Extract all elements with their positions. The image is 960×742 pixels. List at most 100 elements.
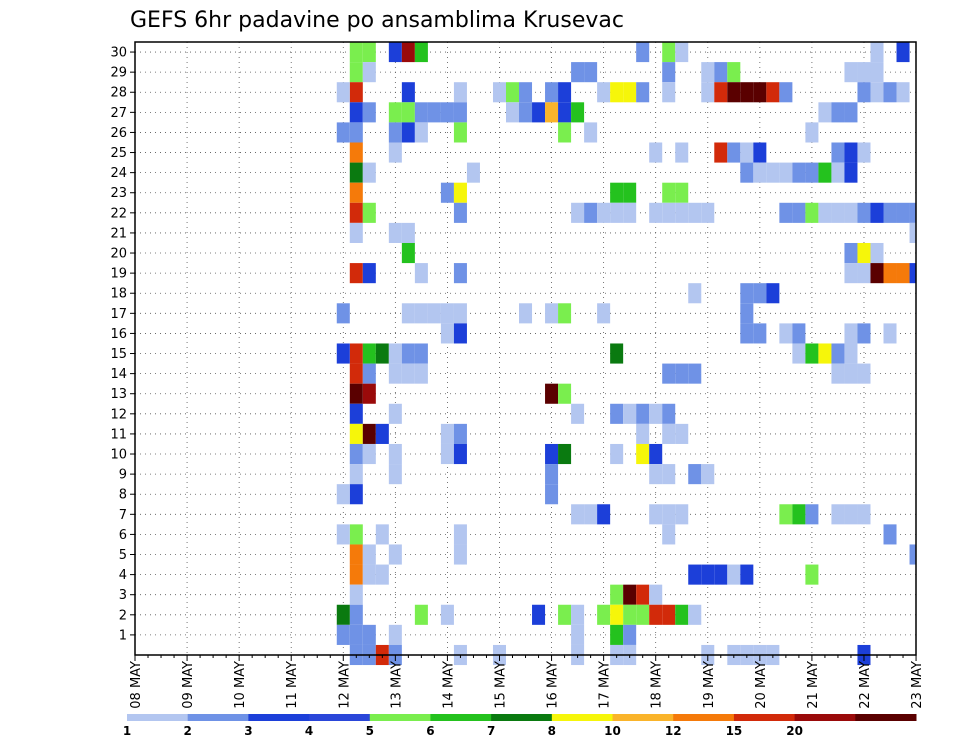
cell (727, 142, 741, 163)
y-tick-label: 24 (110, 166, 127, 181)
cell (805, 343, 819, 364)
cell (831, 102, 845, 123)
cell (349, 162, 363, 183)
cell (362, 564, 376, 585)
cells-layer (336, 42, 916, 666)
cell (662, 604, 676, 625)
cell (362, 263, 376, 284)
cell (388, 363, 402, 384)
cell (883, 82, 897, 103)
y-axis-ticks: 1234567891011121314151617181920212223242… (110, 46, 135, 643)
cell (818, 162, 832, 183)
y-tick-label: 5 (119, 548, 127, 563)
colorbar-segment (733, 714, 796, 721)
cell (362, 423, 376, 444)
cell (401, 343, 415, 364)
cell (336, 484, 350, 505)
cell (349, 383, 363, 404)
x-tick-label: 19 MAY (702, 661, 717, 709)
cell (571, 604, 585, 625)
cell (401, 242, 415, 264)
cell (453, 443, 467, 465)
x-tick-label: 22 MAY (858, 661, 873, 709)
cell (349, 584, 363, 605)
cell (545, 484, 559, 505)
cell (388, 464, 402, 485)
cell (701, 464, 715, 485)
cell (805, 564, 819, 585)
cell (636, 443, 650, 465)
cell (649, 403, 663, 424)
cell (740, 283, 754, 304)
cell (662, 423, 676, 444)
cell (349, 102, 363, 123)
cell (427, 102, 441, 123)
colorbar-label: 2 (184, 724, 192, 738)
cell (349, 363, 363, 384)
y-tick-label: 6 (119, 528, 127, 543)
colorbar-label: 8 (548, 724, 556, 738)
cell (857, 263, 871, 284)
cell (883, 263, 897, 284)
cell (740, 82, 754, 103)
colorbar-label: 3 (244, 724, 252, 738)
cell (844, 504, 858, 525)
cell (623, 82, 637, 103)
cell (688, 564, 702, 585)
cell (532, 102, 546, 123)
cell (675, 142, 689, 163)
cell (753, 323, 767, 344)
x-tick-label: 10 MAY (233, 661, 248, 709)
colorbar-label: 1 (123, 724, 131, 738)
y-tick-label: 20 (110, 247, 127, 262)
cell (545, 443, 559, 465)
cell (909, 544, 916, 565)
cell (701, 62, 715, 83)
cell (610, 443, 624, 465)
y-tick-label: 9 (119, 468, 127, 483)
cell (597, 202, 611, 223)
cell (844, 323, 858, 344)
cell (740, 564, 754, 585)
cell (675, 42, 689, 63)
y-tick-label: 18 (110, 287, 127, 302)
cell (610, 604, 624, 625)
y-tick-label: 8 (119, 488, 127, 503)
y-tick-label: 26 (110, 126, 127, 141)
cell (453, 202, 467, 223)
cell (349, 202, 363, 223)
cell (453, 323, 467, 344)
cell (388, 42, 402, 63)
cell (349, 42, 363, 63)
cell (662, 504, 676, 525)
cell (401, 222, 415, 243)
cell (623, 403, 637, 424)
cell (375, 524, 389, 545)
cell (688, 604, 702, 625)
cell (558, 383, 572, 404)
cell (883, 524, 897, 545)
colorbar-segment (248, 714, 310, 721)
cell (662, 182, 676, 203)
cell (844, 263, 858, 284)
cell (375, 423, 389, 444)
cell (636, 423, 650, 444)
cell (857, 323, 871, 344)
cell (584, 122, 598, 143)
cell (453, 423, 467, 444)
x-axis-ticks: 08 MAY 09 MAY 10 MAY 11 MAY 12 MAY 13 MAY 14 M… (129, 655, 925, 709)
y-tick-label: 21 (110, 226, 127, 241)
cell (571, 202, 585, 223)
cell (505, 82, 520, 103)
colorbar-segment (673, 714, 735, 721)
cell (362, 62, 376, 83)
cell (388, 544, 402, 565)
cell (453, 544, 467, 565)
cell (727, 564, 741, 585)
y-tick-label: 10 (110, 448, 127, 463)
cell (349, 423, 363, 444)
cell (792, 202, 806, 223)
colorbar-label: 7 (487, 724, 495, 738)
colorbar-segment (612, 714, 674, 721)
